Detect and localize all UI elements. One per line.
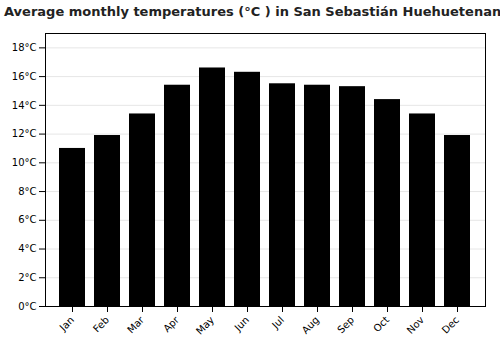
svg-text:Jan: Jan xyxy=(57,314,76,333)
svg-text:18°C: 18°C xyxy=(12,42,37,53)
svg-text:0°C: 0°C xyxy=(18,301,36,312)
svg-text:8°C: 8°C xyxy=(18,186,36,197)
svg-text:Apr: Apr xyxy=(161,314,182,335)
svg-text:Mar: Mar xyxy=(125,314,147,336)
svg-text:Dec: Dec xyxy=(440,314,461,335)
svg-text:Jul: Jul xyxy=(269,314,286,331)
svg-text:Sep: Sep xyxy=(335,314,356,335)
svg-text:Oct: Oct xyxy=(371,314,391,334)
svg-text:Jun: Jun xyxy=(232,314,252,334)
svg-text:12°C: 12°C xyxy=(12,128,37,139)
svg-text:16°C: 16°C xyxy=(12,71,37,82)
svg-text:14°C: 14°C xyxy=(12,100,37,111)
svg-text:10°C: 10°C xyxy=(12,157,37,168)
svg-text:4°C: 4°C xyxy=(18,243,36,254)
svg-text:2°C: 2°C xyxy=(18,272,36,283)
svg-text:May: May xyxy=(194,314,216,336)
svg-text:Aug: Aug xyxy=(300,314,322,336)
svg-text:Feb: Feb xyxy=(91,314,111,334)
svg-text:Nov: Nov xyxy=(405,314,427,336)
svg-text:6°C: 6°C xyxy=(18,214,36,225)
